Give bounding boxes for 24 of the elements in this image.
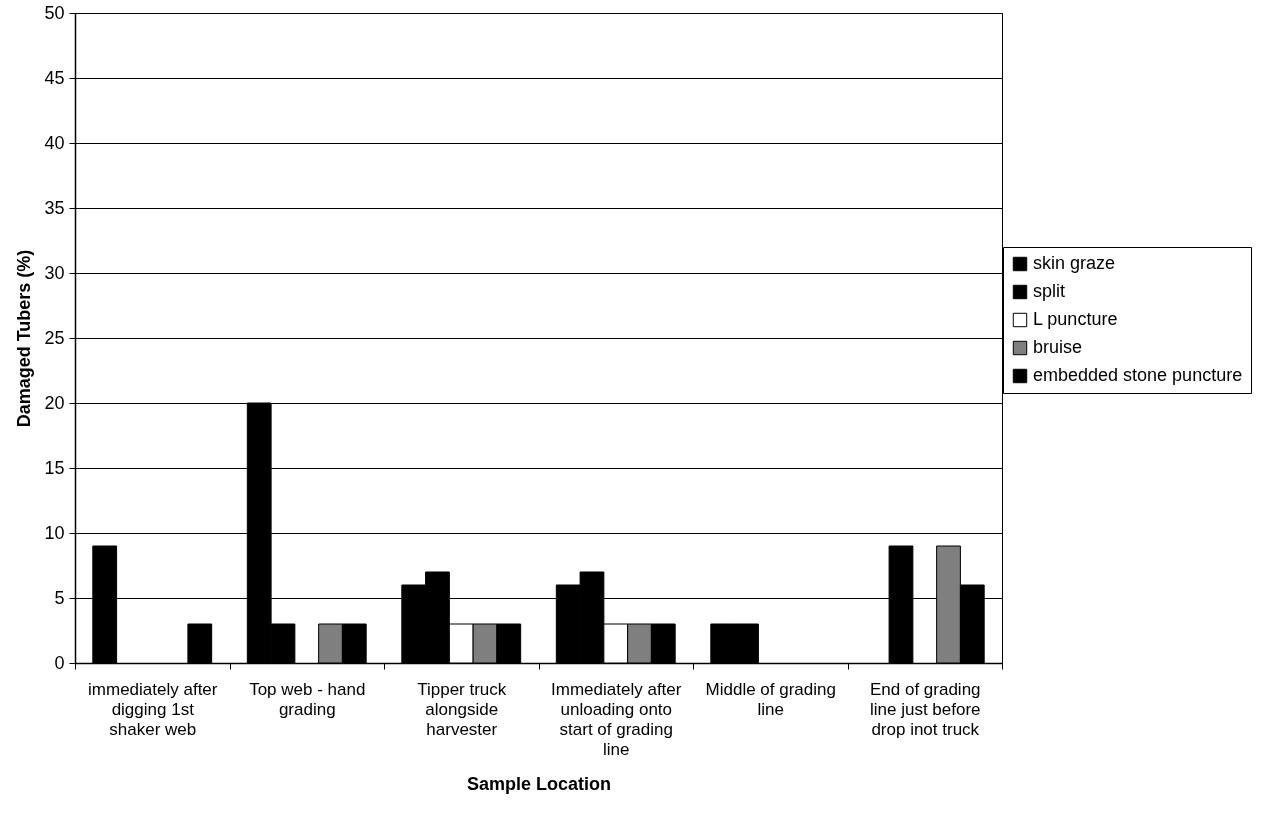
y-tick-label: 15 [44,457,65,478]
y-tick-label: 50 [44,2,65,23]
y-tick-label: 0 [54,652,65,673]
x-tick-label: Immediately after unloading onto start of grading line [551,679,682,759]
legend-label: split [1033,281,1066,301]
legend-label: L puncture [1033,309,1118,329]
y-tick-label: 45 [44,67,65,88]
legend-label: embedded stone puncture [1033,365,1243,385]
y-tick-label: 5 [54,587,65,608]
legend-label: skin graze [1033,253,1116,273]
y-tick-label: 40 [44,132,65,153]
y-tick-label: 35 [44,197,65,218]
x-axis-title: Sample Location [466,773,612,794]
y-tick-label: 10 [44,522,65,543]
y-tick-label: 20 [44,392,65,413]
y-tick-label: 30 [44,262,65,283]
y-axis-title: Damaged Tubers (%) [14,249,35,428]
legend-label: bruise [1033,337,1083,357]
x-tick-label: Tipper truck alongside harvester [417,679,507,739]
x-tick-label: immediately after digging 1st shaker web [88,679,218,739]
x-tick-label: Top web - hand grading [249,679,366,719]
x-tick-label: Middle of grading line [705,679,836,719]
y-tick-label: 25 [44,327,65,348]
x-tick-label: End of grading line just before drop inot truck [869,679,981,739]
